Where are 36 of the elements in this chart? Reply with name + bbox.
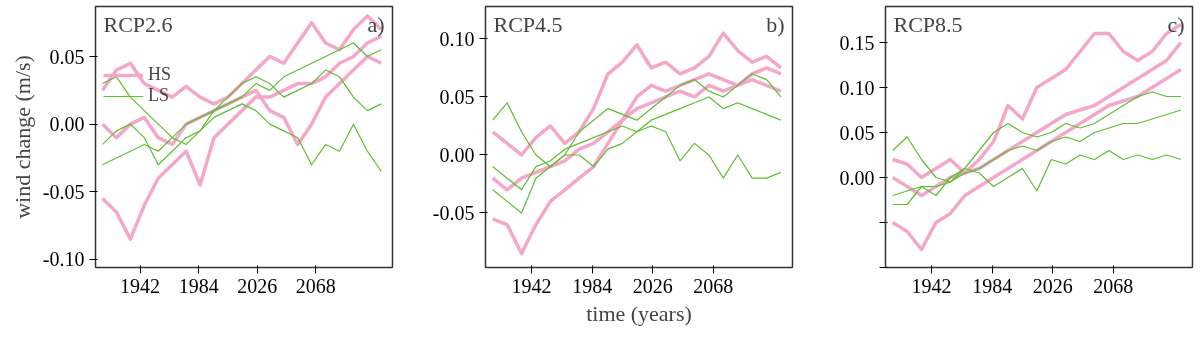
chart-title: RCP2.6 [103,11,173,37]
x-tick-label: 1942 [120,274,161,297]
y-tick-label: -0.10 [42,248,85,271]
y-tick-label: 0.00 [439,143,475,166]
line-series [100,14,384,106]
legend-label: LS [148,85,170,106]
chart-title: RCP8.5 [893,11,963,37]
y-tick-label: 0.10 [439,27,475,50]
x-tick-label: 2068 [1093,274,1134,297]
x-tick-label: 1984 [572,274,613,297]
y-tick-label: 0.05 [49,45,85,68]
y-axis-title: wind change (m/s) [9,55,35,219]
x-tick-label: 1942 [511,274,552,297]
annotation: a) [367,11,385,37]
y-tick-label: 0.15 [839,31,875,54]
x-tick-label: 1942 [911,274,952,297]
y-tick-label: 0.10 [839,76,875,99]
line-series [890,67,1183,252]
y-tick-label: 0.05 [839,121,875,144]
x-tick-label: 2068 [693,274,734,297]
x-tick-label: 1984 [178,274,219,297]
chart-title: RCP4.5 [493,11,563,37]
legend-label: HS [148,64,172,85]
annotation: b) [766,11,785,37]
y-tick-label: -0.05 [42,180,85,203]
y-tick-label: 0.00 [839,166,875,189]
annotation: c) [1167,11,1185,37]
y-tick-label: -0.05 [432,201,475,224]
x-tick-label: 2026 [1032,274,1073,297]
x-tick-label: 2026 [237,274,278,297]
y-tick-label: 0.00 [49,113,85,136]
x-tick-label: 2026 [632,274,673,297]
x-tick-label: 2068 [295,274,336,297]
x-axis-title: time (years) [586,300,692,326]
y-tick-label: 0.05 [439,85,475,108]
x-tick-label: 1984 [972,274,1013,297]
